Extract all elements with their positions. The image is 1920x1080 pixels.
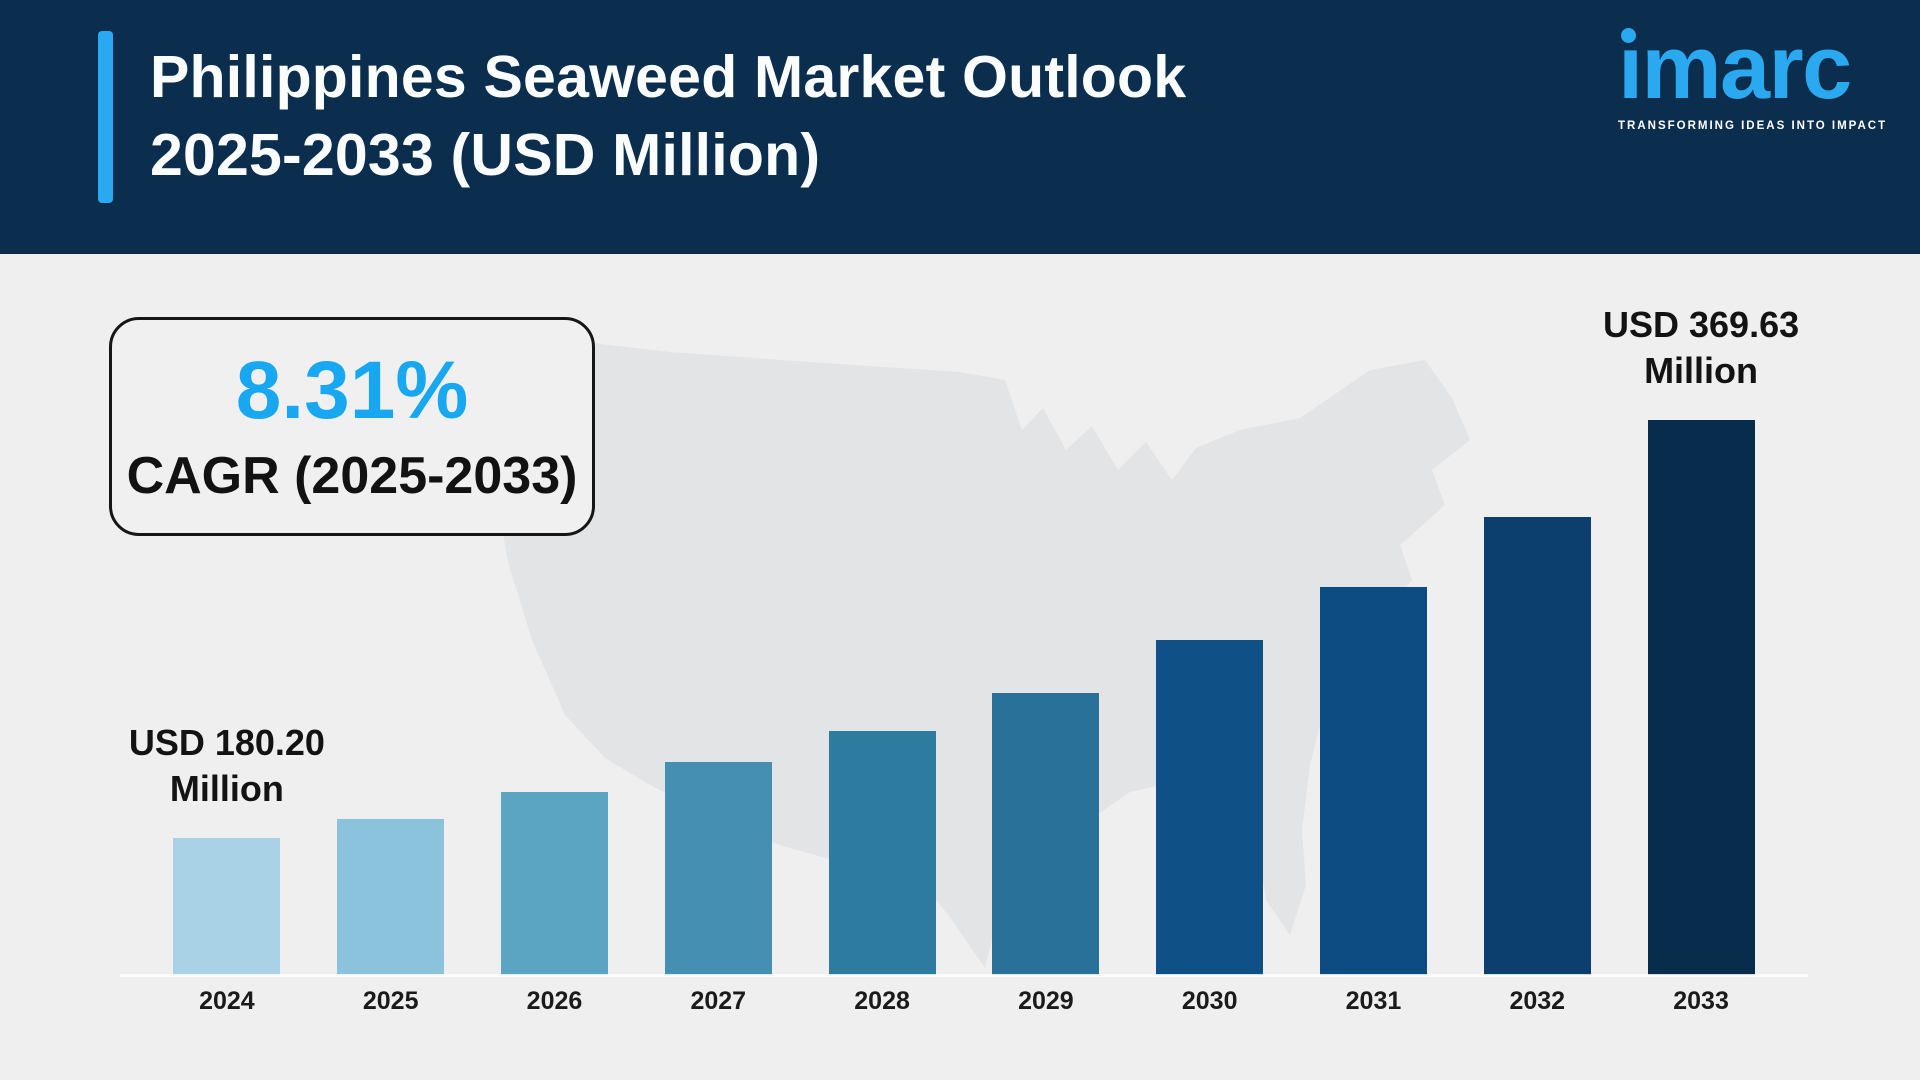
logo-letter-i: ı — [1618, 22, 1643, 114]
bar-2030 — [1156, 640, 1264, 975]
cagr-label: CAGR (2025-2033) — [126, 446, 578, 505]
imarc-logo: ımarc TRANSFORMING IDEAS INTO IMPACT — [1618, 22, 1888, 132]
chart-canvas: 8.31% CAGR (2025-2033) 2024 USD 180.20 Mi… — [0, 254, 1920, 1080]
axis-label-2024: 2024 — [199, 987, 255, 1015]
bar-slot-2026: 2026 — [473, 395, 637, 1015]
bar-2029 — [992, 693, 1100, 975]
axis-label-2028: 2028 — [854, 987, 910, 1015]
bar-slot-2030: 2030 — [1128, 395, 1292, 1015]
bar-2025 — [337, 819, 445, 975]
axis-label-2031: 2031 — [1345, 987, 1402, 1015]
bar-slot-2025: 2025 — [309, 395, 473, 1015]
imarc-wordmark: ımarc — [1618, 22, 1878, 114]
axis-label-2032: 2032 — [1509, 987, 1566, 1015]
axis-label-2025: 2025 — [362, 987, 419, 1015]
bar-2033 — [1647, 420, 1755, 975]
bar-2024 — [173, 838, 281, 975]
bar-2028 — [828, 731, 936, 975]
axis-label-2029: 2029 — [1018, 987, 1074, 1015]
bar-slot-2033: 2033 USD 369.63 Million — [1603, 304, 1799, 1015]
page-title-line1: Philippines Seaweed Market Outlook — [150, 44, 1187, 110]
page-title: Philippines Seaweed Market Outlook 2025-… — [150, 38, 1186, 194]
bar-chart: 2024 USD 180.20 Million 2025 2026 2027 2028 20… — [120, 304, 1808, 1015]
logo-letters-marc: marc — [1641, 18, 1853, 118]
header: Philippines Seaweed Market Outlook 2025-… — [0, 0, 1920, 254]
bar-slot-2031: 2031 — [1292, 395, 1456, 1015]
bar-slot-2029: 2029 — [964, 395, 1128, 1015]
bar-2032 — [1483, 517, 1591, 975]
axis-label-2033: 2033 — [1673, 987, 1729, 1015]
axis-label-2030: 2030 — [1181, 987, 1238, 1015]
bar-slot-2028: 2028 — [800, 395, 964, 1015]
logo-i-dot-icon — [1621, 28, 1636, 43]
axis-label-2027: 2027 — [690, 987, 747, 1015]
value-label-2024: USD 180.20 Million — [128, 722, 325, 809]
bar-2026 — [500, 792, 608, 975]
cagr-value: 8.31% — [235, 344, 469, 436]
bar-slot-2024: 2024 USD 180.20 Million — [129, 395, 325, 1015]
cagr-box: 8.31% CAGR (2025-2033) — [109, 317, 595, 536]
bar-2031 — [1319, 587, 1427, 975]
bar-2027 — [664, 762, 772, 975]
bar-slot-2032: 2032 — [1455, 395, 1619, 1015]
axis-label-2026: 2026 — [526, 987, 583, 1015]
value-label-2033: USD 369.63 Million — [1603, 304, 1800, 391]
title-accent-bar — [98, 31, 113, 203]
bar-slot-2027: 2027 — [636, 395, 800, 1015]
page-title-line2: 2025-2033 (USD Million) — [150, 122, 821, 188]
logo-tagline: TRANSFORMING IDEAS INTO IMPACT — [1618, 120, 1888, 132]
